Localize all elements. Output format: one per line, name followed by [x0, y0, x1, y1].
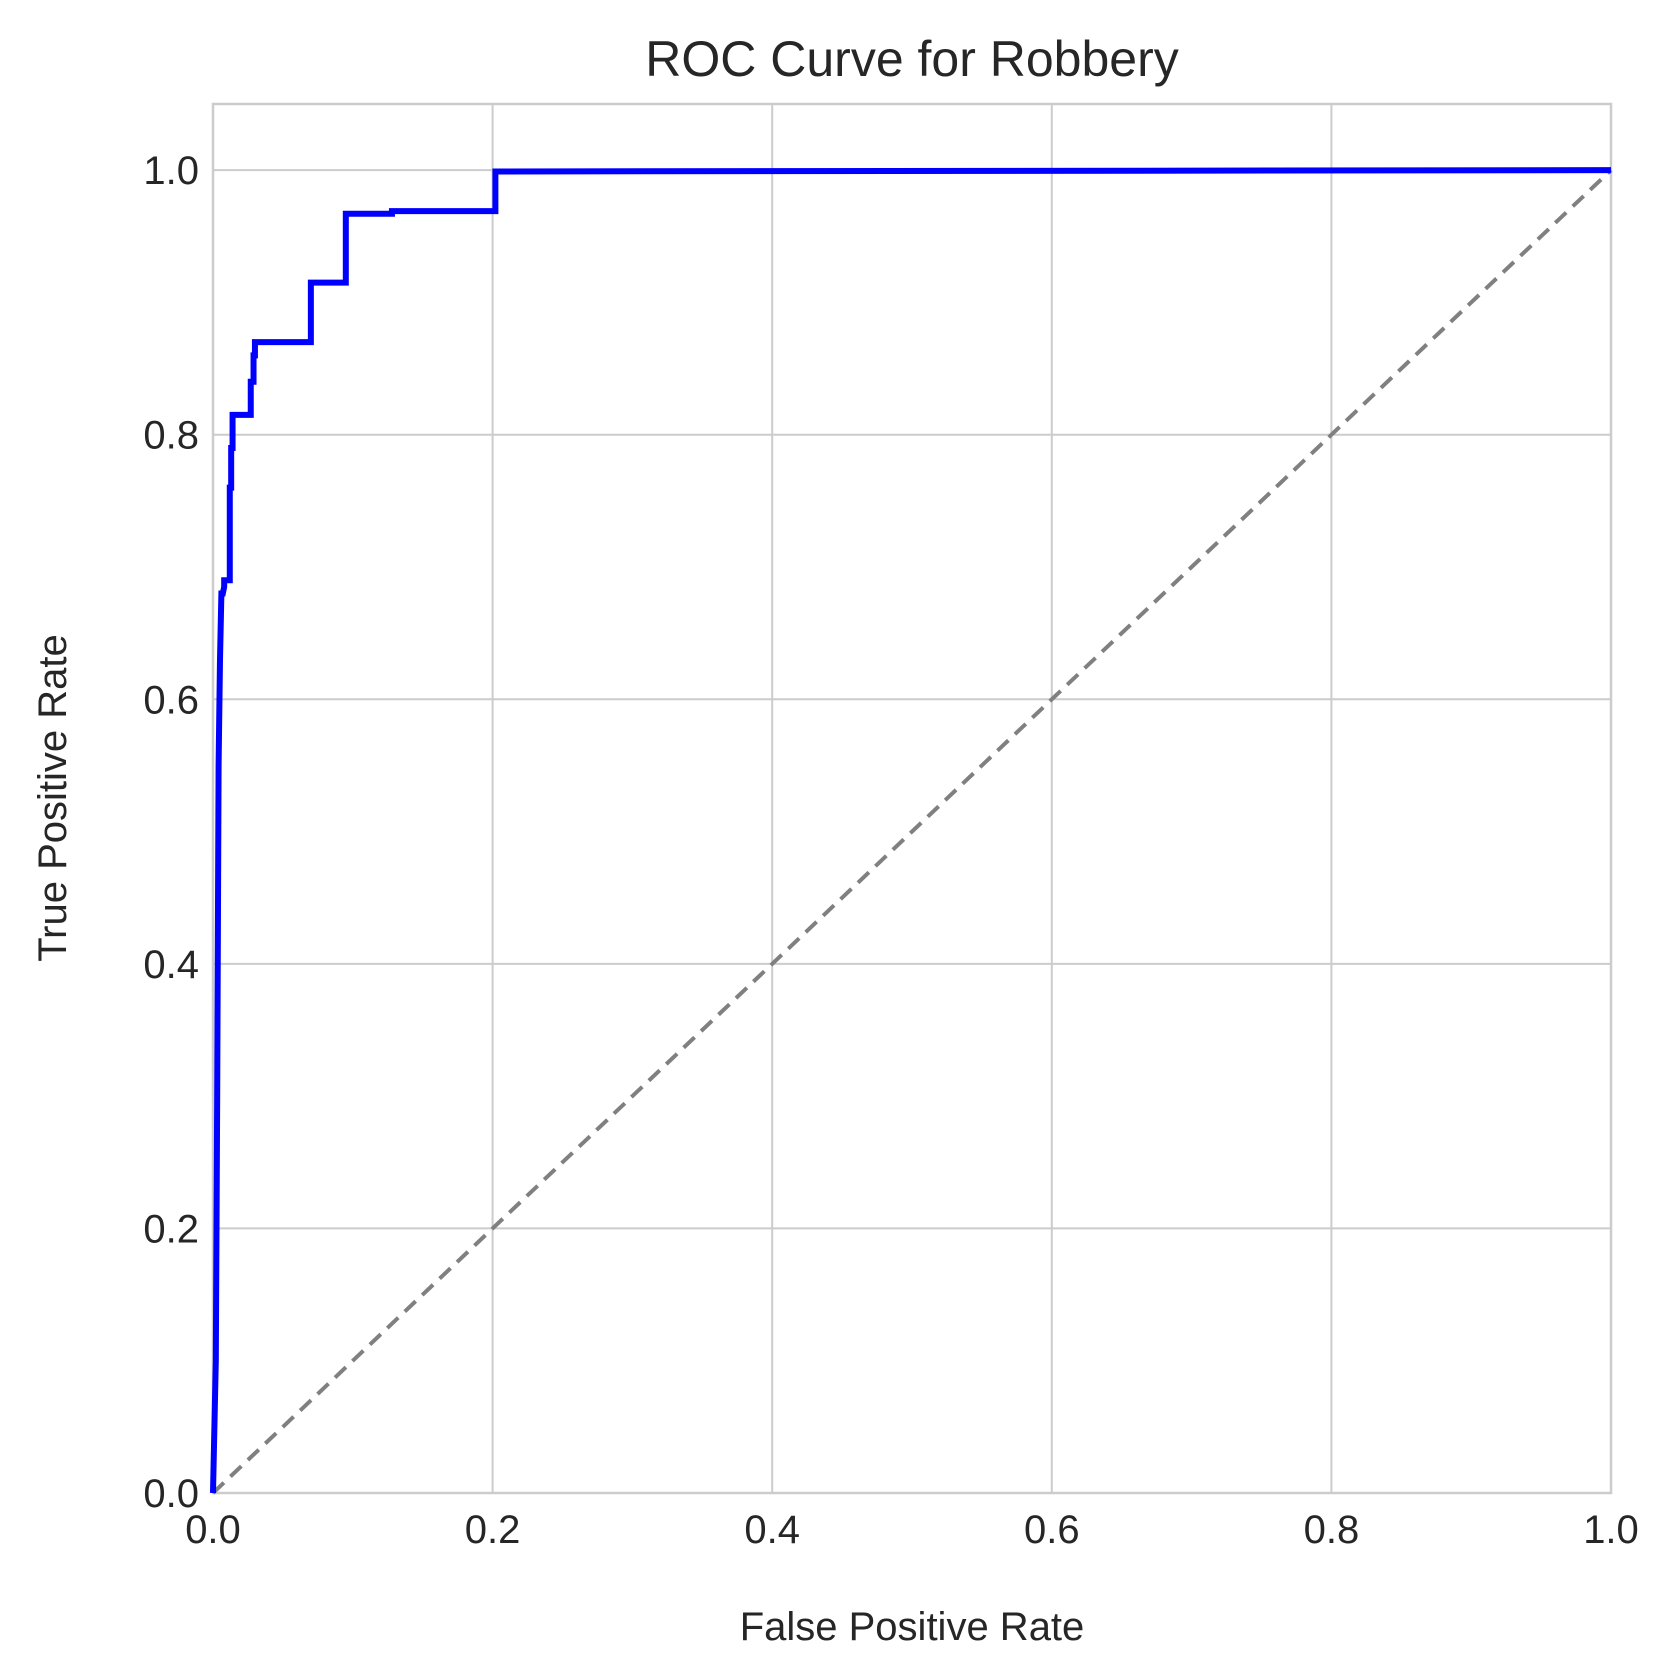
plot-frame: [211, 102, 1613, 1495]
x-tick-label: 0.2: [465, 1508, 521, 1552]
x-tick-label: 0.8: [1304, 1508, 1360, 1552]
x-tick-label: 0.4: [744, 1508, 800, 1552]
roc-curve-line: [210, 167, 1612, 1494]
x-tick-label: 1.0: [1583, 1508, 1639, 1552]
y-tick-label: 0.8: [143, 414, 199, 458]
y-axis-label: True Positive Rate: [31, 634, 75, 962]
y-tick-label: 1.0: [143, 149, 199, 193]
x-tick-labels: 0.0 0.2 0.4 0.6 0.8 1.0: [185, 1508, 1639, 1552]
y-tick-label: 0.6: [143, 678, 199, 722]
y-tick-label: 0.2: [143, 1207, 199, 1251]
y-tick-label: 0.4: [143, 943, 199, 987]
y-tick-labels: 0.0 0.2 0.4 0.6 0.8 1.0: [143, 149, 199, 1516]
y-tick-label: 0.0: [143, 1472, 199, 1516]
series-group: [210, 167, 1613, 1495]
chart-title: ROC Curve for Robbery: [645, 31, 1179, 87]
x-tick-label: 0.0: [185, 1508, 241, 1552]
x-axis-label: False Positive Rate: [740, 1605, 1085, 1649]
grid: [212, 104, 1612, 1494]
chance-diagonal-line: [211, 168, 1613, 1495]
x-tick-label: 0.6: [1024, 1508, 1080, 1552]
